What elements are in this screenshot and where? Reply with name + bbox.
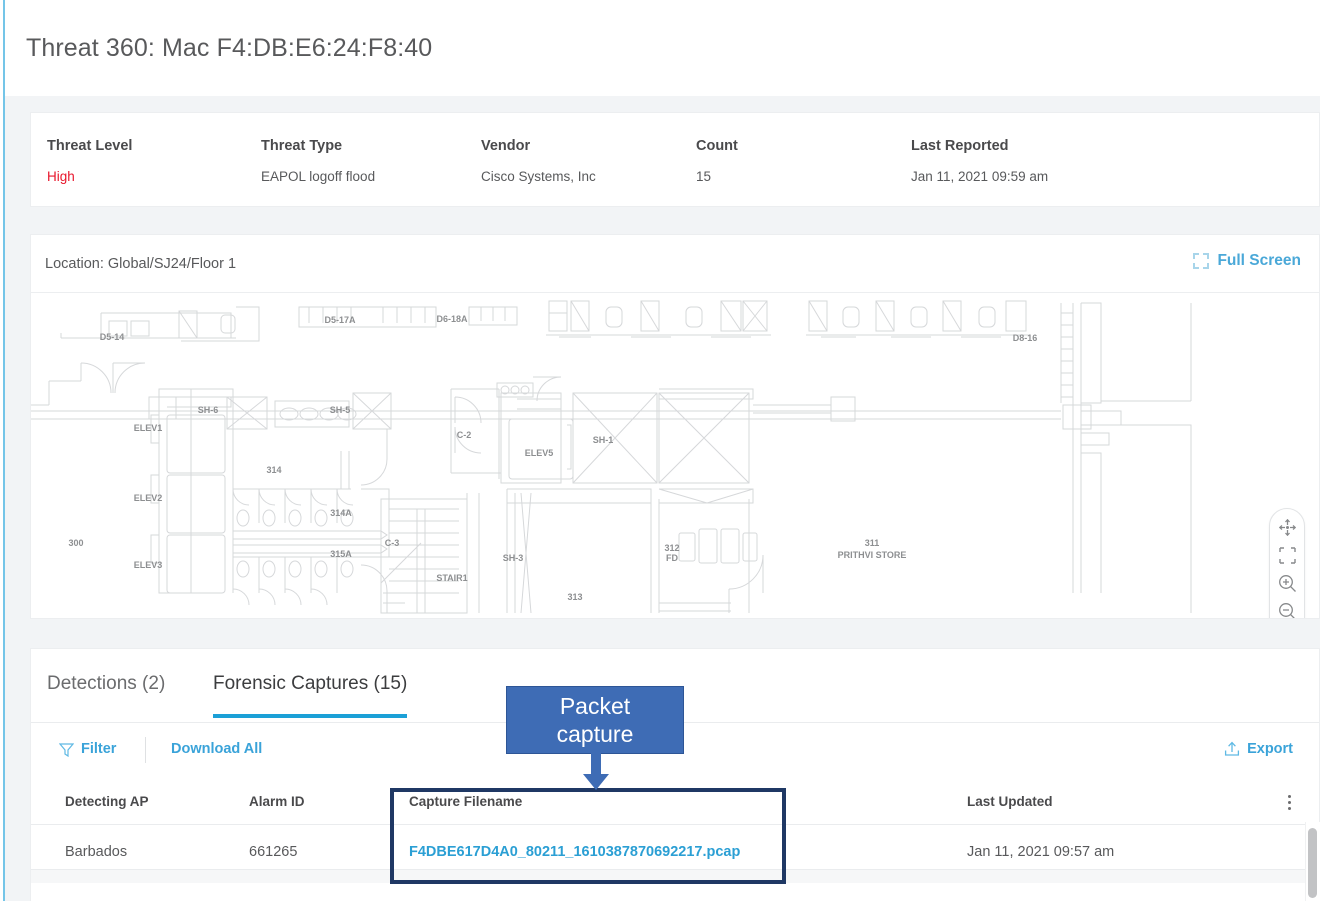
summary-col-vendor: Vendor Cisco Systems, Inc (481, 138, 596, 184)
floor-room-label: STAIR1 (436, 573, 467, 583)
floor-room-label: FD (666, 553, 678, 563)
column-header-alarm-id[interactable]: Alarm ID (249, 794, 305, 809)
summary-col-count: Count 15 (696, 138, 738, 184)
threat-type-value: EAPOL logoff flood (261, 169, 376, 184)
tab-detections[interactable]: Detections (2) (47, 673, 166, 694)
filter-icon (59, 742, 74, 757)
floor-room-label: ELEV5 (525, 448, 554, 458)
floor-room-label: C-2 (457, 430, 472, 440)
capture-filename-link[interactable]: F4DBE617D4A0_80211_1610387870692217.pcap (409, 844, 741, 860)
floor-plan-drawing: D5-14 D5-17A D6-18A D8-16 ELEV1 ELEV2 ELEV3 ELE… (31, 300, 1192, 614)
export-button[interactable]: Export (1224, 741, 1293, 757)
floor-room-label: SH-3 (503, 553, 524, 563)
export-icon (1225, 741, 1240, 756)
full-screen-label: Full Screen (1217, 252, 1301, 269)
filter-button[interactable]: Filter (59, 741, 116, 757)
download-all-label: Download All (171, 741, 263, 757)
floor-room-label: 315A (330, 549, 352, 559)
summary-label: Count (696, 138, 738, 154)
full-screen-button[interactable]: Full Screen (1193, 252, 1301, 270)
floor-map-card: Location: Global/SJ24/Floor 1 Full Scree… (30, 234, 1320, 619)
table-row[interactable]: Barbados 661265 F4DBE617D4A0_80211_16103… (31, 825, 1319, 883)
floor-room-label: 311 (865, 538, 880, 548)
callout-line-1: Packet (559, 692, 631, 719)
floor-room-label: C-3 (385, 538, 400, 548)
threat-level-value: High (47, 169, 75, 184)
tab-bar: Detections (2) Forensic Captures (15) (31, 649, 1319, 723)
summary-col-last-reported: Last Reported Jan 11, 2021 09:59 am (911, 138, 1048, 184)
floor-room-label: 313 (567, 592, 582, 602)
threat-summary-card: Threat Level High Threat Type EAPOL logo… (30, 112, 1320, 207)
page-title: Threat 360: Mac F4:DB:E6:24:F8:40 (26, 34, 433, 62)
last-reported-value: Jan 11, 2021 09:59 am (911, 169, 1049, 184)
floor-room-label: SH-1 (593, 435, 614, 445)
column-header-detecting-ap[interactable]: Detecting AP (65, 794, 149, 809)
column-header-capture-filename[interactable]: Capture Filename (409, 794, 523, 809)
download-all-button[interactable]: Download All (171, 741, 262, 757)
floor-room-label: D5-14 (100, 332, 125, 342)
filter-label: Filter (81, 741, 117, 757)
callout-line-2: capture (556, 721, 634, 747)
table-toolbar: Filter Download All Export (31, 723, 1319, 779)
summary-label: Threat Type (261, 138, 343, 154)
pan-icon[interactable] (1272, 515, 1302, 539)
floor-room-label: 314A (330, 508, 352, 518)
summary-label: Vendor (481, 138, 531, 154)
table-scrollbar-thumb[interactable] (1308, 828, 1317, 898)
export-label: Export (1247, 741, 1293, 757)
panel-accent-bar (3, 0, 5, 901)
table-header-row: Detecting AP Alarm ID Capture Filename L… (31, 779, 1319, 825)
cell-detecting-ap: Barbados (65, 844, 128, 860)
floor-room-label: D5-17A (324, 315, 356, 325)
map-header: Location: Global/SJ24/Floor 1 Full Scree… (31, 235, 1319, 293)
table-options-menu-icon[interactable] (1281, 791, 1297, 813)
summary-col-threat-type: Threat Type EAPOL logoff flood (261, 138, 375, 184)
summary-label: Last Reported (911, 138, 1009, 154)
cell-alarm-id: 661265 (249, 844, 298, 860)
floor-room-label: D6-18A (436, 314, 468, 324)
floor-room-label: ELEV1 (134, 423, 163, 433)
floor-room-label: ELEV3 (134, 560, 163, 570)
floor-room-label: SH-5 (330, 405, 351, 415)
captures-table: Detecting AP Alarm ID Capture Filename L… (31, 779, 1319, 883)
fit-screen-icon[interactable] (1272, 543, 1302, 567)
count-value: 15 (696, 169, 712, 184)
full-screen-icon (1193, 253, 1210, 269)
floor-room-label: PRITHVI STORE (838, 550, 907, 560)
summary-label: Threat Level (47, 138, 133, 154)
column-header-last-updated[interactable]: Last Updated (967, 794, 1053, 809)
floor-room-label: 312 (664, 543, 679, 553)
tab-forensic-captures[interactable]: Forensic Captures (15) (213, 673, 408, 718)
callout-arrow-icon (583, 752, 609, 790)
forensic-captures-card: Detections (2) Forensic Captures (15) Fi… (30, 648, 1320, 901)
title-bar: Threat 360: Mac F4:DB:E6:24:F8:40 (5, 0, 1320, 96)
cell-last-updated: Jan 11, 2021 09:57 am (967, 844, 1115, 860)
floor-room-label: ELEV2 (134, 493, 163, 503)
floor-map-canvas[interactable]: D5-14 D5-17A D6-18A D8-16 ELEV1 ELEV2 ELEV3 ELE… (31, 293, 1319, 618)
packet-capture-callout: Packet capture (506, 686, 684, 754)
summary-col-threat-level: Threat Level High (47, 138, 132, 184)
toolbar-divider (145, 737, 146, 763)
floor-room-label: 314 (266, 465, 281, 475)
map-controls (1269, 508, 1305, 618)
vendor-value: Cisco Systems, Inc (481, 169, 596, 184)
floor-room-label: 300 (68, 538, 83, 548)
location-label: Location: Global/SJ24/Floor 1 (45, 256, 237, 272)
zoom-in-icon[interactable] (1272, 571, 1302, 595)
table-next-row-partial (31, 869, 1319, 883)
floor-room-label: SH-6 (198, 405, 219, 415)
zoom-out-icon[interactable] (1272, 599, 1302, 618)
floor-room-label: D8-16 (1013, 333, 1038, 343)
